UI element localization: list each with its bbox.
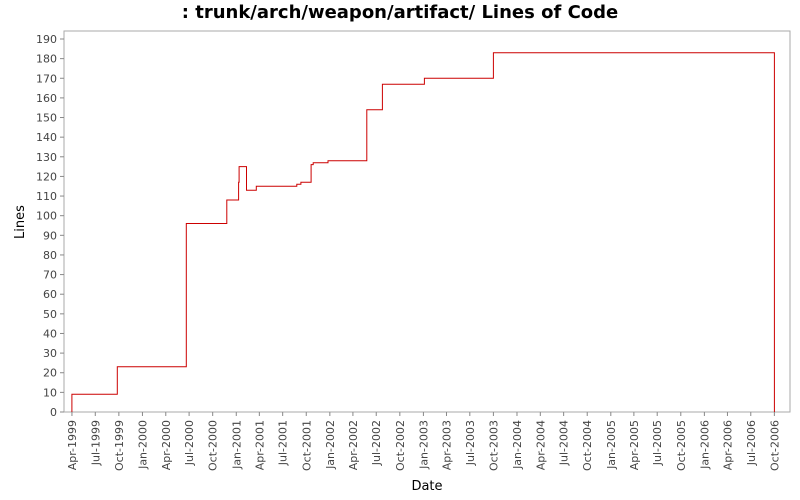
x-tick-label: Apr-2003	[440, 420, 453, 470]
x-tick-label: Oct-2006	[768, 420, 781, 471]
y-tick-label: 110	[36, 190, 57, 203]
x-axis-title: Date	[411, 479, 442, 494]
y-tick-label: 90	[43, 229, 57, 242]
y-axis: 0 10 20 30 40 50 60 70 80 90 100 110 120 130 140 150 160…	[36, 33, 64, 419]
x-tick-label: Oct-1999	[113, 420, 126, 471]
x-tick-label: Jul-2003	[464, 420, 477, 466]
x-tick-label: Apr-2000	[160, 420, 173, 470]
y-tick-label: 140	[36, 131, 57, 144]
x-tick-label: Apr-2002	[347, 420, 360, 470]
x-tick-label: Jan-2001	[230, 420, 243, 470]
y-tick-label: 150	[36, 112, 57, 125]
x-tick-label: Oct-2004	[581, 420, 594, 471]
y-tick-label: 0	[50, 406, 57, 419]
x-tick-label: Jan-2005	[605, 420, 618, 470]
x-tick-label: Oct-2001	[300, 420, 313, 471]
y-tick-label: 70	[43, 269, 57, 282]
y-tick-label: 180	[36, 53, 57, 66]
x-tick-label: Jul-2006	[745, 420, 758, 466]
x-tick-label: Oct-2005	[675, 420, 688, 471]
x-tick-label: Jul-2004	[558, 420, 571, 466]
lines-of-code-series-line	[71, 52, 775, 412]
y-tick-label: 40	[43, 327, 57, 340]
y-tick-label: 130	[36, 151, 57, 164]
x-tick-label: Jul-2000	[183, 420, 196, 466]
x-tick-label: Jul-2005	[651, 420, 664, 466]
x-tick-label: Oct-2003	[487, 420, 500, 471]
x-tick-label: Jul-2002	[370, 420, 383, 466]
series-layer	[71, 52, 775, 412]
y-tick-label: 10	[43, 386, 57, 399]
y-tick-label: 50	[43, 308, 57, 321]
x-tick-label: Jul-2001	[277, 420, 290, 466]
x-tick-label: Apr-2004	[534, 420, 547, 470]
x-tick-label: Apr-1999	[66, 420, 79, 470]
y-axis-title: Lines	[13, 205, 28, 239]
y-tick-label: 100	[36, 210, 57, 223]
x-tick-label: Jan-2004	[511, 420, 524, 470]
chart-title: : trunk/arch/weapon/artifact/ Lines of C…	[181, 2, 619, 23]
y-tick-label: 20	[43, 367, 57, 380]
x-tick-label: Oct-2000	[207, 420, 220, 471]
y-tick-label: 190	[36, 33, 57, 46]
x-tick-label: Jan-2003	[417, 420, 430, 470]
y-tick-label: 170	[36, 72, 57, 85]
x-tick-label: Apr-2006	[721, 420, 734, 470]
y-tick-label: 30	[43, 347, 57, 360]
x-axis: Apr-1999 Jul-1999 Oct-1999 Jan-2000 Apr-2000…	[66, 412, 781, 471]
plot-frame	[63, 30, 791, 413]
x-tick-label: Jan-2000	[136, 420, 149, 470]
x-tick-label: Jul-1999	[89, 420, 102, 466]
x-tick-label: Apr-2005	[628, 420, 641, 470]
x-tick-label: Oct-2002	[394, 420, 407, 471]
x-tick-label: Apr-2001	[253, 420, 266, 470]
y-tick-label: 60	[43, 288, 57, 301]
y-tick-label: 160	[36, 92, 57, 105]
x-tick-label: Jan-2002	[324, 420, 337, 470]
y-tick-label: 120	[36, 170, 57, 183]
y-tick-label: 80	[43, 249, 57, 262]
x-tick-label: Jan-2006	[698, 420, 711, 470]
